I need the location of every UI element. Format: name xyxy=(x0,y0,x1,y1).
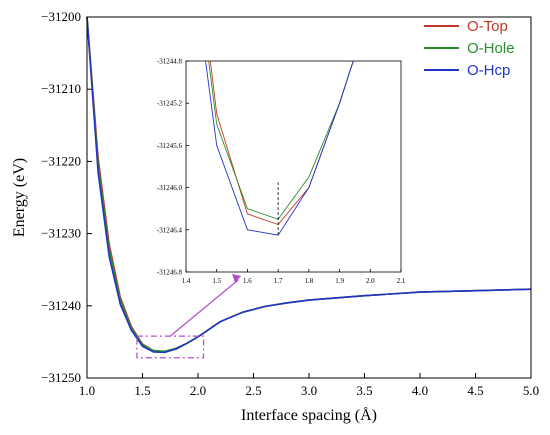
y-tick-label: −31210 xyxy=(41,81,81,96)
inset-frame xyxy=(185,60,402,273)
inset-x-tick-label: 1.6 xyxy=(243,277,252,285)
x-tick-label: 2.5 xyxy=(245,383,261,398)
main-series-lines xyxy=(86,16,532,354)
inset-x-tick-label: 1.5 xyxy=(212,277,221,285)
zoom-indicator xyxy=(136,274,242,359)
main-axis-ticks: 1.0 1.5 2.0 2.5 3.0 3.5 4.0 4.5 5.0 −31200 −31210 −… xyxy=(41,9,539,398)
y-axis-title: Energy (eV) xyxy=(11,158,28,237)
inset-x-tick-label: 1.8 xyxy=(304,277,313,285)
series-line-o-hcp xyxy=(86,16,532,354)
x-tick-label: 4.5 xyxy=(467,383,483,398)
y-tick-label: −31240 xyxy=(41,298,81,313)
inset-y-tick-label: -31246.8 xyxy=(157,269,183,277)
legend-label-o-hole: O-Hole xyxy=(467,40,515,57)
inset-y-tick-label: -31245.6 xyxy=(157,142,183,150)
inset-x-tick-label: 1.4 xyxy=(182,277,191,285)
inset-x-tick-label: 2.0 xyxy=(366,277,375,285)
zoom-arrow-line xyxy=(169,279,239,337)
y-tick-label: −31250 xyxy=(41,370,81,385)
x-tick-label: 4.0 xyxy=(412,383,428,398)
axis-labels: Interface spacing (Å) Energy (eV) xyxy=(11,158,377,424)
x-tick-label: 1.0 xyxy=(79,383,95,398)
main-plot-frame xyxy=(86,16,532,379)
x-tick-label: 5.0 xyxy=(523,383,539,398)
inset-x-tick-label: 1.7 xyxy=(274,277,283,285)
inset-y-tick-label: -31246.4 xyxy=(157,226,183,234)
y-tick-label: −31220 xyxy=(41,153,81,168)
legend: O-Top O-Hole O-Hcp xyxy=(424,18,515,79)
inset-x-tick-label: 2.1 xyxy=(397,277,406,285)
inset-x-tick-label: 1.9 xyxy=(335,277,344,285)
x-axis-title: Interface spacing (Å) xyxy=(241,406,377,424)
inset-series-line-o-hcp xyxy=(205,61,354,236)
legend-label-o-top: O-Top xyxy=(467,18,508,35)
y-tick-label: −31230 xyxy=(41,226,81,241)
y-tick-label: −31200 xyxy=(41,9,81,24)
x-tick-label: 2.0 xyxy=(190,383,206,398)
inset-y-tick-label: -31245.2 xyxy=(157,100,183,108)
legend-label-o-hcp: O-Hcp xyxy=(467,62,510,79)
inset-y-tick-label: -31244.8 xyxy=(157,58,183,66)
x-tick-label: 3.5 xyxy=(356,383,372,398)
inset-plot: 1.4 1.5 1.6 1.7 1.8 1.9 2.0 2.1 -31244.8 -31245.2… xyxy=(157,58,406,286)
x-tick-label: 1.5 xyxy=(134,383,150,398)
inset-y-tick-label: -31246.0 xyxy=(157,184,183,192)
zoom-arrow-head xyxy=(232,274,242,283)
x-tick-label: 3.0 xyxy=(301,383,317,398)
